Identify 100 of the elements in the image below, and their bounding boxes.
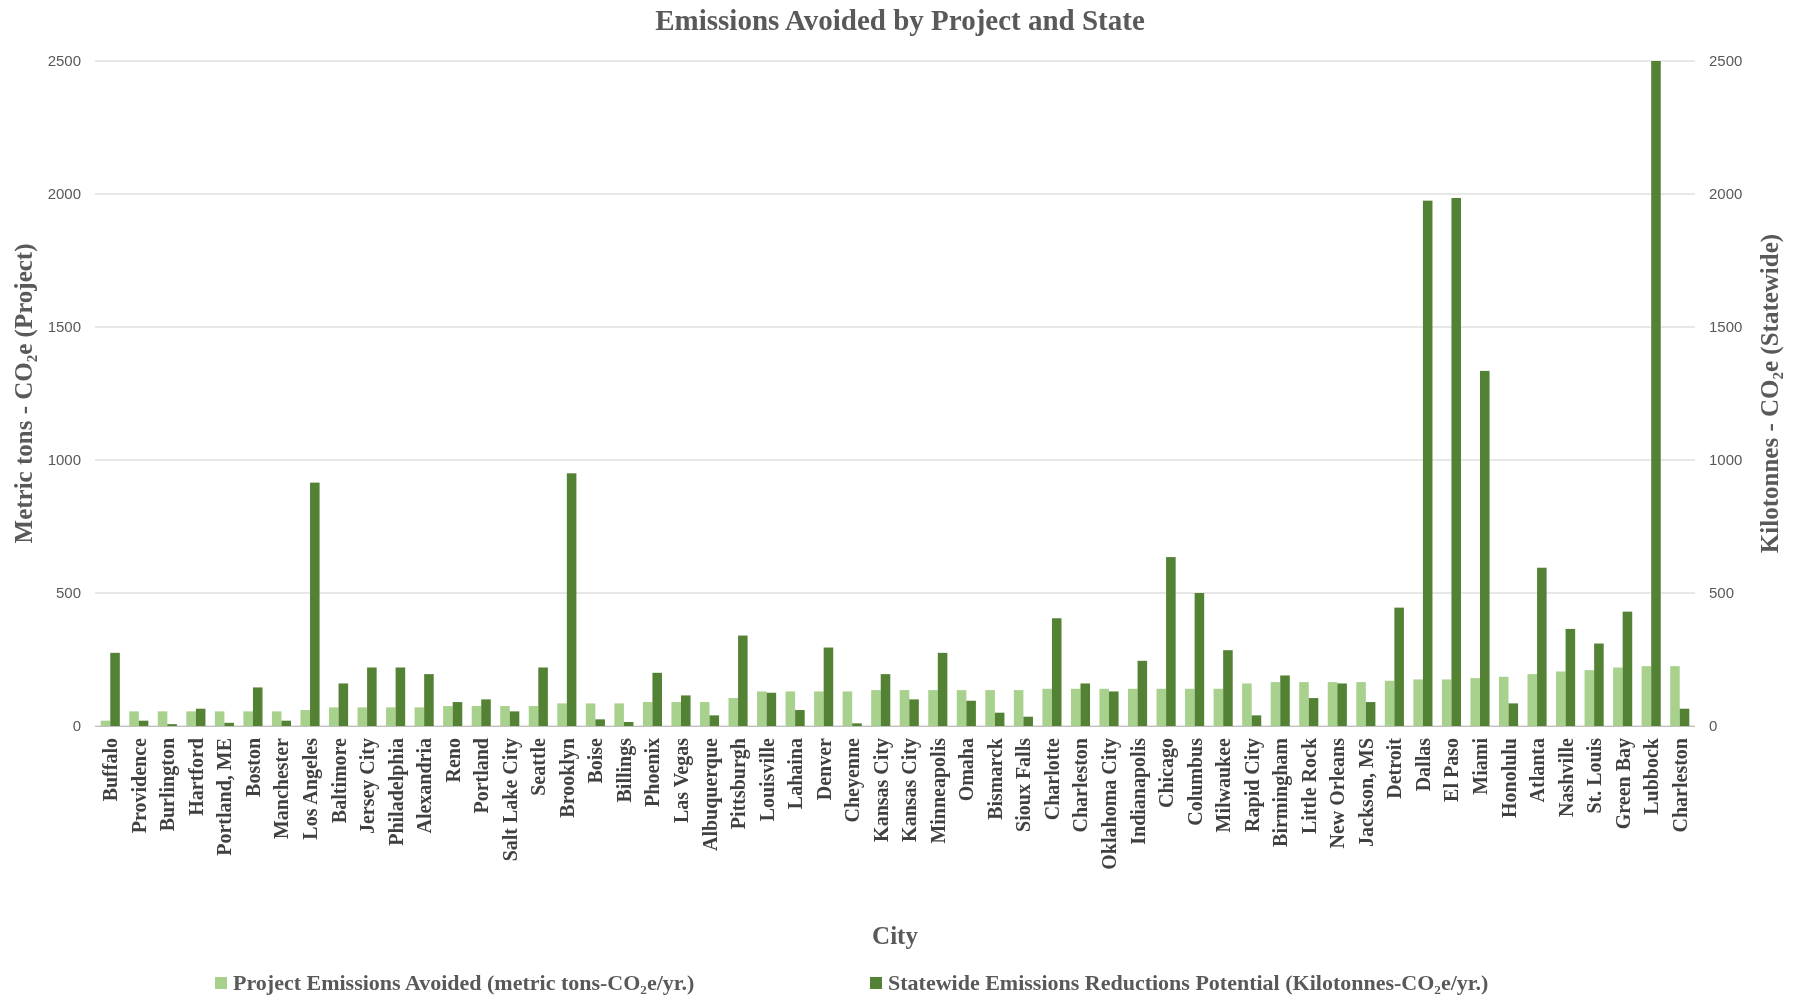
bar (1527, 674, 1538, 726)
bar (1394, 607, 1404, 726)
x-tick-label: El Paso (1440, 738, 1463, 802)
x-tick-label: Minneapolis (926, 737, 950, 844)
x-tick-label: Lubbock (1640, 737, 1663, 815)
x-tick-label: Portland (470, 738, 493, 814)
x-tick-label: Little Rock (1297, 737, 1320, 835)
x-tick-label: Columbus (1183, 737, 1206, 826)
x-tick-label: Los Angeles (299, 737, 323, 840)
x-tick-label: Charlotte (1040, 737, 1063, 821)
bar (1422, 200, 1433, 726)
x-tick-label: Indianapolis (1126, 737, 1150, 845)
x-tick-label: Oklahoma City (1098, 738, 1122, 870)
bar (557, 703, 567, 726)
bar (1670, 666, 1680, 726)
y2-tick-label: 2500 (1709, 52, 1743, 70)
bar (224, 722, 234, 726)
bar (699, 702, 710, 726)
x-tick-label: Rapid City (1240, 738, 1264, 832)
chart-title: Emissions Avoided by Project and State (655, 4, 1145, 36)
y-tick-label: 500 (55, 584, 81, 602)
bar (738, 635, 748, 726)
bar (1537, 567, 1547, 726)
x-tick-label: Atlanta (1526, 738, 1549, 803)
bar (852, 723, 862, 726)
bar (1651, 61, 1661, 726)
y-tick-label: 2000 (47, 185, 81, 203)
bar (214, 711, 225, 726)
legend-label: Statewide Emissions Reductions Potential (Kilotonnes-CO₂e/yr.) (888, 970, 1489, 995)
bar (566, 473, 577, 726)
x-tick-label: Reno (441, 738, 464, 783)
legend-label: Project Emissions Avoided (metric tons-CO₂e/yr.) (233, 970, 695, 995)
x-tick-label: New Orleans (1326, 737, 1349, 849)
x-tick-label: Omaha (955, 738, 978, 802)
y2-tick-label: 500 (1709, 584, 1735, 602)
bar (1156, 688, 1167, 726)
bar (1194, 593, 1205, 726)
x-tick-label: Chicago (1155, 738, 1179, 808)
x-tick-label: Boise (584, 737, 607, 784)
x-tick-label: Albuquerque (698, 737, 722, 852)
bar (823, 647, 834, 726)
bar (1051, 618, 1062, 726)
x-tick-label: Philadelphia (384, 738, 408, 846)
x-tick-label: Portland, ME (213, 738, 236, 856)
bar (1641, 666, 1652, 726)
bar (310, 482, 320, 726)
bar (129, 711, 139, 726)
bar (652, 672, 663, 726)
x-tick-label: Pittsburgh (727, 738, 751, 830)
x-tick-label: Dallas (1411, 737, 1434, 792)
y-tick-label: 1000 (47, 451, 81, 469)
x-tick-label: Kansas City (898, 738, 922, 842)
x-tick-label: Charleston (1069, 738, 1092, 833)
x-tick-label: Alexandria (413, 738, 436, 834)
x-tick-label: Jersey City (356, 738, 380, 835)
x-tick-label: Birmingham (1269, 737, 1293, 847)
x-tick-label: Billings (612, 737, 636, 803)
x-tick-label: Burlington (156, 738, 180, 832)
bar (1251, 715, 1262, 726)
bar (252, 687, 263, 726)
x-tick-label: Sioux Falls (1012, 737, 1035, 832)
bar (157, 711, 168, 726)
bar (1013, 690, 1024, 726)
x-tick-label: Denver (812, 737, 835, 801)
bar (1679, 708, 1690, 726)
x-tick-label: Milwaukee (1212, 737, 1235, 833)
x-tick-label: Brooklyn (555, 738, 579, 818)
bar (614, 703, 624, 726)
bar (1242, 683, 1252, 726)
bar (395, 667, 406, 726)
bar (538, 667, 548, 726)
y-tick-label: 0 (72, 717, 81, 735)
y2-tick-label: 1000 (1709, 451, 1743, 469)
bar (1166, 557, 1176, 726)
y-tick-label: 1500 (47, 318, 81, 336)
bar (1023, 716, 1033, 726)
bar (110, 652, 120, 726)
bar (623, 722, 634, 726)
bar (1470, 678, 1480, 726)
bar (271, 711, 282, 726)
x-tick-label: Lahaina (784, 738, 807, 810)
x-axis-title: City (872, 922, 919, 949)
x-tick-label: Honolulu (1497, 738, 1520, 819)
x-tick-label: Charleston (1668, 738, 1691, 833)
bar (1479, 370, 1490, 726)
bar (937, 652, 948, 726)
x-tick-label: Las Vegas (669, 737, 693, 824)
bar (424, 674, 434, 726)
y2-tick-label: 0 (1709, 717, 1718, 735)
x-tick-label: Manchester (270, 737, 293, 840)
y-tick-label: 2500 (47, 52, 81, 70)
bar (1185, 688, 1195, 726)
x-tick-label: Louisville (755, 737, 778, 822)
bar (728, 698, 739, 726)
bar (785, 691, 796, 726)
x-tick-label: Baltimore (327, 737, 350, 824)
bar (842, 691, 853, 726)
y2-tick-label: 1500 (1709, 318, 1743, 336)
x-tick-label: St. Louis (1583, 737, 1606, 814)
y-axis-title: Metric tons - CO₂e (Project) (10, 243, 38, 544)
